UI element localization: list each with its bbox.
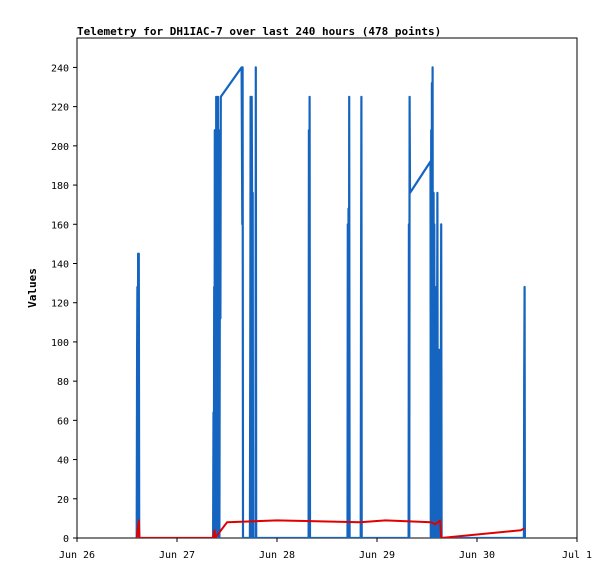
x-tick-label: Jul 1 bbox=[562, 550, 592, 561]
y-tick-label: 100 bbox=[51, 338, 69, 349]
x-tick-label: Jun 28 bbox=[259, 550, 295, 561]
y-tick-label: 180 bbox=[51, 181, 69, 192]
series-group bbox=[135, 66, 527, 538]
series-red-line bbox=[135, 519, 526, 538]
y-tick-label: 60 bbox=[57, 416, 69, 427]
y-axis: 0 20 40 60 80 100 120 140 160 180 200 220 240 bbox=[51, 63, 77, 545]
y-tick-label: 240 bbox=[51, 63, 69, 74]
x-tick-label: Jun 27 bbox=[159, 550, 195, 561]
y-tick-label: 20 bbox=[57, 495, 69, 506]
y-tick-label: 120 bbox=[51, 299, 69, 310]
y-tick-label: 200 bbox=[51, 142, 69, 153]
y-axis-label: Values bbox=[26, 268, 39, 308]
y-tick-label: 0 bbox=[63, 534, 69, 545]
y-tick-label: 220 bbox=[51, 103, 69, 114]
chart-title: Telemetry for DH1IAC-7 over last 240 hou… bbox=[77, 25, 441, 38]
y-tick-label: 140 bbox=[51, 259, 69, 270]
series-blue-line bbox=[135, 66, 527, 538]
y-tick-label: 80 bbox=[57, 377, 69, 388]
x-axis: Jun 26 Jun 27 Jun 28 Jun 29 Jun 30 Jul 1 bbox=[59, 538, 592, 561]
x-tick-label: Jun 29 bbox=[359, 550, 395, 561]
y-tick-label: 160 bbox=[51, 220, 69, 231]
x-tick-label: Jun 26 bbox=[59, 550, 95, 561]
x-tick-label: Jun 30 bbox=[459, 550, 495, 561]
y-tick-label: 40 bbox=[57, 456, 69, 467]
